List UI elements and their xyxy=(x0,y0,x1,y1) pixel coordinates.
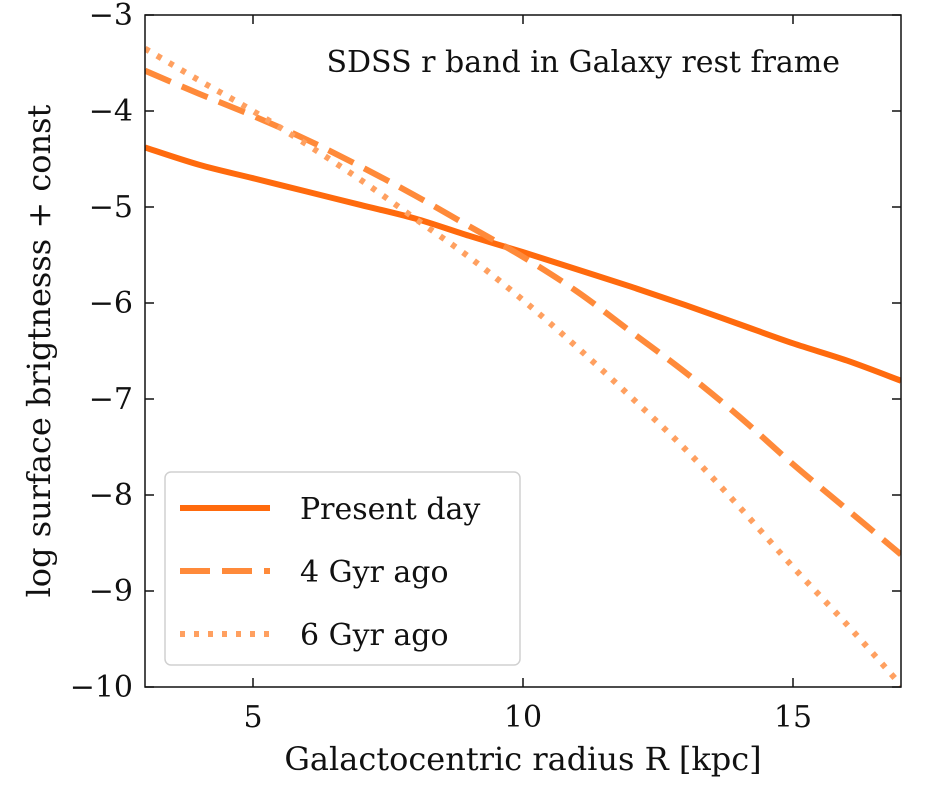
y-tick-label: −3 xyxy=(89,0,133,33)
legend-label-3: 6 Gyr ago xyxy=(300,618,449,653)
chart-annotation: SDSS r band in Galaxy rest frame xyxy=(326,45,840,80)
series-line-3 xyxy=(145,46,901,687)
y-tick-label: −5 xyxy=(89,190,133,225)
y-axis-label: log surface brigtnesss + const xyxy=(20,104,58,597)
y-tick-label: −9 xyxy=(89,574,133,609)
y-tick-label: −6 xyxy=(89,286,133,321)
x-tick-label: 5 xyxy=(243,700,262,735)
x-axis-label: Galactocentric radius R [kpc] xyxy=(284,740,761,778)
series-line-1 xyxy=(145,144,901,384)
legend-label-1: Present day xyxy=(300,492,480,527)
y-tick-label: −4 xyxy=(89,94,133,129)
x-tick-label: 15 xyxy=(774,700,812,735)
y-tick-label: −10 xyxy=(70,670,133,705)
y-tick-label: −8 xyxy=(89,478,133,513)
series-line-2 xyxy=(145,67,901,557)
legend: Present day 4 Gyr ago 6 Gyr ago xyxy=(164,471,521,666)
series-layer xyxy=(145,46,901,687)
x-tick-label: 10 xyxy=(504,700,542,735)
ticks-layer: 5 10 15 −3 −4 −5 −6 −7 −8 −9 −10 xyxy=(70,0,901,735)
legend-label-2: 4 Gyr ago xyxy=(300,555,449,590)
legend-box xyxy=(164,471,521,666)
y-tick-label: −7 xyxy=(89,382,133,417)
